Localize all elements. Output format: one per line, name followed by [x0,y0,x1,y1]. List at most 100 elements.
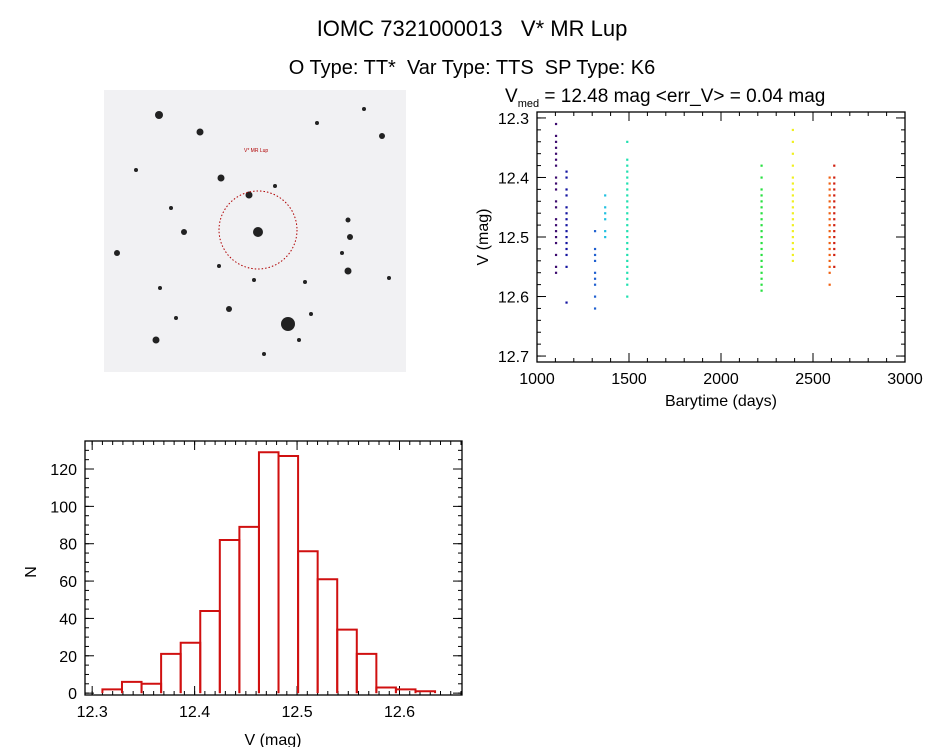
lc-point [828,241,831,245]
star [158,286,162,290]
hist-x-tick-label: 12.4 [179,704,210,721]
lc-point [833,194,836,197]
lc-point [554,218,558,221]
lc-point [593,259,597,263]
star [347,234,353,240]
lc-point [791,236,794,239]
lc-point [593,271,597,274]
lc-point [554,230,558,233]
lc-point [833,176,836,179]
hist-bar [414,690,437,694]
hist-bar [257,451,280,694]
lc-point [833,253,836,257]
hist-y-tick-label: 40 [59,611,77,628]
lc-point [791,259,794,263]
lc-x-tick-label: 1000 [519,371,555,388]
lc-point [565,212,568,215]
lc-point [604,194,607,197]
lc-point [760,236,763,239]
lc-point [828,224,831,227]
lc-y-tick-label: 12.3 [498,111,529,128]
star [181,229,187,235]
star [252,278,256,282]
star [196,128,204,136]
page-title: IOMC 7321000013 V* MR Lup [316,16,628,41]
lc-point [791,200,794,203]
lc-point [554,188,558,191]
lc-point [760,277,763,280]
lc-point [626,277,629,280]
lc-point [565,224,568,227]
lc-point [604,218,607,221]
lc-point [760,206,763,209]
star [253,227,263,237]
lc-x-tick-label: 2500 [795,371,831,388]
star [152,336,160,344]
lc-point [593,230,597,233]
lc-point [626,253,629,257]
lc-point [791,253,794,257]
hist-y-tick-label: 80 [59,537,77,554]
lc-point [565,265,568,268]
lc-point [554,206,558,209]
lc-point [626,176,629,179]
lc-point [565,236,568,239]
target-circle [218,190,298,270]
lc-point [791,152,794,155]
lc-point [626,230,629,233]
lc-point [554,182,558,185]
lc-point [760,259,763,263]
lc-xlabel: Barytime (days) [665,393,777,410]
lc-point [593,253,597,257]
lc-point [626,283,629,286]
lc-y-tick-label: 12.5 [498,230,529,247]
lc-point [833,241,836,245]
lc-point [565,301,568,304]
lc-point [554,146,558,149]
star [340,251,344,255]
star [174,316,178,320]
stars [114,107,391,356]
lc-point [828,230,831,233]
star [309,312,313,316]
title-sub: med [517,97,540,110]
hist-bar [120,680,143,694]
hist-bar [316,578,339,694]
lc-y-tick-label: 12.4 [498,170,529,187]
lc-point [626,206,629,209]
hist-bar [218,538,241,694]
lc-point [828,259,831,263]
lc-point [760,194,763,197]
lc-point [833,236,836,239]
lc-point [791,194,794,197]
lc-point [791,206,794,209]
lc-point [791,247,794,251]
lc-point [791,164,794,167]
star [387,276,391,280]
lightcurve-title: Vmed = 12.48 mag <err_V> = 0.04 mag [505,86,825,110]
hist-y-tick-label: 0 [68,686,77,703]
lc-frame [536,111,906,363]
lc-point [626,182,629,185]
star [297,338,301,342]
lc-point [626,265,629,268]
lc-point [565,188,568,191]
lc-y-tick-label: 12.6 [498,290,529,307]
lc-point [760,176,763,179]
lc-point [565,241,568,245]
lc-point [833,247,836,251]
star [344,267,352,275]
star [217,264,221,268]
lc-point [791,140,794,143]
lc-point [760,218,763,221]
lc-point [833,164,836,167]
star [379,133,385,139]
lc-point [828,206,831,209]
lc-point [626,158,629,161]
hist-bar [199,609,221,694]
lc-point [554,158,558,161]
star [245,191,253,199]
lc-point [626,194,629,197]
hist-bar [140,682,163,694]
